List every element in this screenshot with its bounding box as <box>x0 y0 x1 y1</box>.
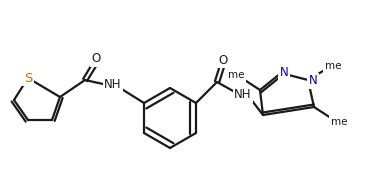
Text: N: N <box>309 74 317 88</box>
Text: O: O <box>91 52 101 65</box>
Text: me: me <box>331 117 347 127</box>
Text: O: O <box>218 54 227 66</box>
Text: NH: NH <box>234 89 252 102</box>
Text: me: me <box>228 70 244 80</box>
Text: NH: NH <box>104 78 122 90</box>
Text: me: me <box>325 61 341 71</box>
Text: N: N <box>280 65 288 79</box>
Text: S: S <box>24 71 32 84</box>
